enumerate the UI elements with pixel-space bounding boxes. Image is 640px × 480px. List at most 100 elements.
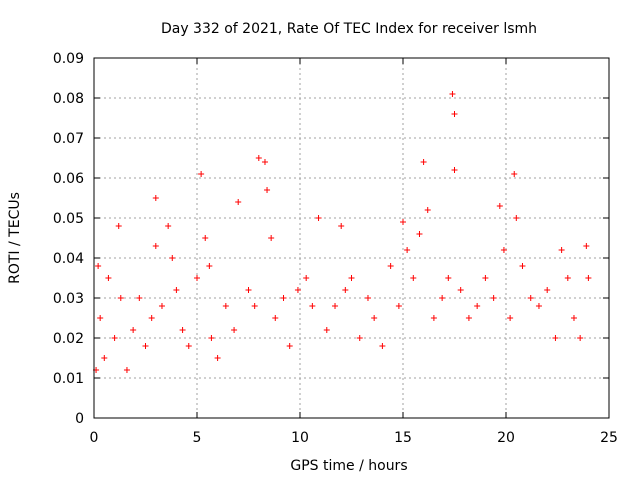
data-point — [255, 155, 262, 161]
data-point — [158, 303, 165, 309]
data-point — [173, 287, 180, 293]
data-point — [165, 223, 172, 229]
data-point — [245, 287, 252, 293]
data-point — [371, 315, 378, 321]
y-tick-label: 0.02 — [53, 331, 84, 347]
data-point — [101, 355, 108, 361]
data-point — [294, 287, 301, 293]
data-point — [451, 111, 458, 117]
data-point — [416, 231, 423, 237]
data-point — [206, 263, 213, 269]
data-point — [570, 315, 577, 321]
x-tick-label: 15 — [394, 430, 412, 446]
data-point — [332, 303, 339, 309]
data-point — [348, 275, 355, 281]
data-point — [410, 275, 417, 281]
y-axis-label: ROTI / TECUs — [7, 192, 23, 284]
data-point — [395, 303, 402, 309]
x-tick-label: 25 — [600, 430, 618, 446]
data-point — [235, 199, 242, 205]
data-point — [490, 295, 497, 301]
y-tick-label: 0 — [75, 411, 84, 427]
data-point — [552, 335, 559, 341]
data-point — [251, 303, 258, 309]
data-point — [272, 315, 279, 321]
data-point — [338, 223, 345, 229]
data-point — [535, 303, 542, 309]
data-point — [208, 335, 215, 341]
data-point — [496, 203, 503, 209]
data-point — [511, 171, 518, 177]
data-point — [194, 275, 200, 281]
data-point — [268, 235, 275, 241]
data-point — [379, 343, 386, 349]
data-point — [198, 171, 205, 177]
data-point — [231, 327, 238, 333]
y-tick-label: 0.05 — [53, 211, 84, 227]
data-point — [152, 243, 159, 249]
data-point — [465, 315, 472, 321]
data-point — [136, 295, 143, 301]
data-point — [451, 167, 458, 173]
data-point — [474, 303, 481, 309]
data-point — [315, 215, 322, 221]
data-point — [222, 303, 229, 309]
x-axis-label: GPS time / hours — [290, 458, 407, 474]
data-point — [142, 343, 149, 349]
x-tick-label: 0 — [90, 430, 99, 446]
data-point — [507, 315, 514, 321]
data-point — [214, 355, 221, 361]
data-point — [202, 235, 209, 241]
data-point — [439, 295, 446, 301]
data-point — [527, 295, 534, 301]
data-point — [430, 315, 437, 321]
x-tick-label: 10 — [291, 430, 309, 446]
data-point — [387, 263, 394, 269]
data-point — [585, 275, 592, 281]
y-tick-label: 0.09 — [53, 51, 84, 67]
data-point — [169, 255, 176, 261]
data-point — [424, 207, 431, 213]
data-point — [185, 343, 192, 349]
axes: 0 0.01 0.02 0.03 0.04 0.05 0.06 0.07 0.08 0.09 0 5 1… — [53, 51, 618, 446]
data-point — [356, 335, 363, 341]
chart-title: Day 332 of 2021, Rate Of TEC Index for r… — [161, 21, 537, 37]
data-point — [577, 335, 584, 341]
data-point — [179, 327, 186, 333]
y-tick-label: 0.08 — [53, 91, 84, 107]
data-point — [148, 315, 155, 321]
data-point — [583, 243, 590, 249]
data-point — [111, 335, 118, 341]
data-point — [558, 247, 565, 253]
x-tick-label: 20 — [497, 430, 515, 446]
data-point — [449, 91, 456, 97]
data-point — [261, 159, 268, 165]
data-points — [93, 91, 592, 373]
data-point — [97, 315, 104, 321]
data-point — [309, 303, 316, 309]
data-point — [264, 187, 271, 193]
data-point — [420, 159, 427, 165]
x-tick-label: 5 — [193, 430, 202, 446]
data-point — [130, 327, 137, 333]
data-point — [544, 287, 551, 293]
data-point — [457, 287, 464, 293]
y-tick-label: 0.06 — [53, 171, 84, 187]
data-point — [513, 215, 520, 221]
data-point — [323, 327, 330, 333]
data-point — [117, 295, 124, 301]
data-point — [482, 275, 489, 281]
data-point — [445, 275, 452, 281]
y-tick-label: 0.03 — [53, 291, 84, 307]
data-point — [404, 247, 411, 253]
grid-layer — [94, 58, 609, 418]
data-point — [280, 295, 287, 301]
data-point — [303, 275, 310, 281]
plot-frame — [93, 57, 610, 419]
data-point — [123, 367, 130, 373]
data-point — [400, 219, 406, 225]
y-tick-label: 0.01 — [53, 371, 84, 387]
data-point — [519, 263, 526, 269]
data-point — [364, 295, 371, 301]
